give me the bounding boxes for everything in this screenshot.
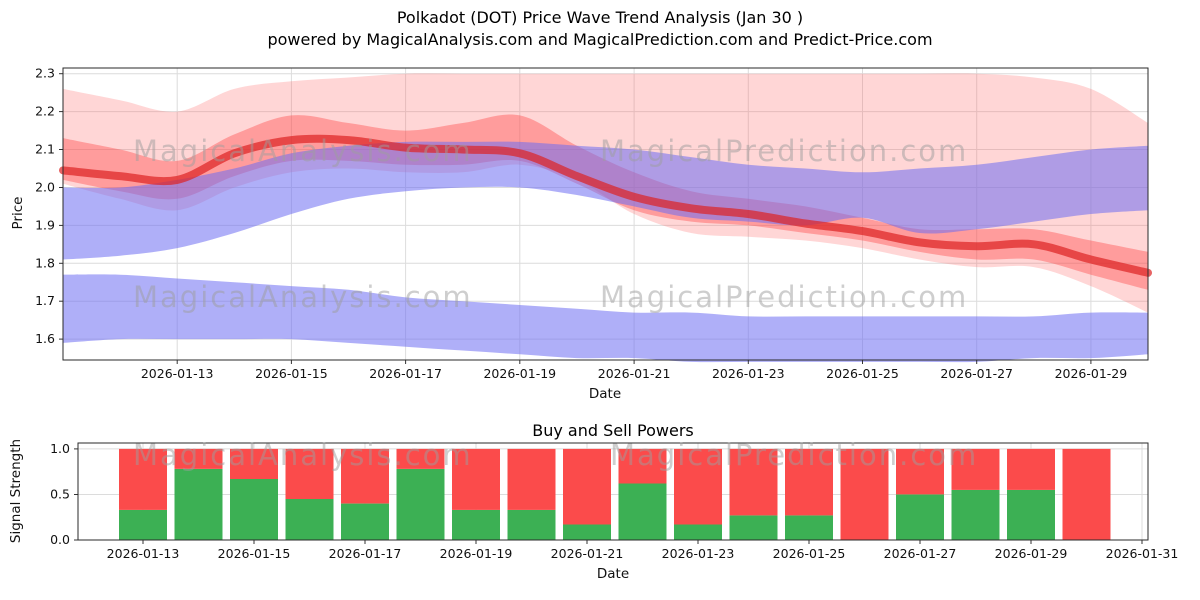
y-tick-label: 1.8 [35,255,55,270]
x-tick-label: 2026-01-13 [107,546,180,561]
y-tick-label: 1.9 [35,217,55,232]
x-tick-label: 2026-01-21 [551,546,624,561]
x-tick-label: 2026-01-25 [773,546,846,561]
bar-sell [674,448,722,525]
x-tick-label: 2026-01-15 [255,366,328,381]
buy-sell-chart-title: Buy and Sell Powers [532,421,694,440]
y-tick-label: 1.7 [35,293,55,308]
bar-buy [174,469,223,540]
price-plot-frame [62,67,1149,361]
price-y-axis-label: Price [10,196,26,230]
bar-buy [452,509,500,540]
x-tick-label: 2026-01-15 [218,546,291,561]
buy-sell-chart: 2026-01-13 2026-01-15 2026-01-17 2026-01-19… [50,441,1178,561]
y-tick-label: 1.0 [50,441,70,456]
bar-sell [618,448,667,484]
y-tick-label: 2.1 [35,142,55,157]
power-x-axis-label: Date [596,566,630,582]
x-tick-label: 2026-01-25 [826,366,899,381]
x-tick-label: 2026-01-23 [712,366,785,381]
x-tick-label: 2026-01-17 [329,546,402,561]
bar-sell [174,448,223,469]
bar-sell [341,448,389,504]
x-tick-label: 2026-01-31 [1106,546,1179,561]
bar-buy [674,524,722,540]
bar-sell [1062,448,1111,540]
bar-buy [563,524,611,540]
x-tick-label: 2026-01-29 [995,546,1068,561]
bar-buy [396,469,445,540]
bar-sell [563,448,611,525]
bar-buy [896,494,944,540]
band-blue-trend-upper [63,141,1148,260]
bar-buy [729,515,778,540]
bar-buy [951,489,1000,540]
bar-sell [896,448,944,495]
x-tick-label: 2026-01-17 [369,366,442,381]
x-tick-label: 2026-01-29 [1055,366,1128,381]
bar-buy [285,499,334,540]
bar-sell [729,448,778,516]
y-tick-label: 2.0 [35,180,55,195]
bar-buy [1007,489,1055,540]
bar-sell [452,448,500,510]
bar-sell [1007,448,1055,490]
price-wave-chart: 2026-01-13 2026-01-15 2026-01-17 2026-01-19… [35,66,1152,381]
bar-buy [119,509,167,540]
bar-sell [285,448,334,499]
line-price-core-trend [59,134,1152,277]
figure-subtitle: powered by MagicalAnalysis.com and Magic… [267,30,933,49]
power-y-axis-label: Signal Strength [8,438,24,544]
price-x-axis-label: Date [588,386,622,402]
bar-buy [341,503,389,540]
bar-sell [951,448,1000,490]
x-tick-label: 2026-01-27 [940,366,1013,381]
bar-buy [785,515,833,540]
y-tick-label: 0.5 [50,487,70,502]
bar-sell [119,448,167,510]
y-tick-label: 0.0 [50,532,70,547]
x-tick-label: 2026-01-23 [662,546,735,561]
band-blue-support-lower [63,274,1148,363]
y-tick-label: 1.6 [35,331,55,346]
bar-buy [230,479,278,540]
bar-sell [785,448,833,516]
x-tick-label: 2026-01-27 [884,546,957,561]
bar-sell [230,448,278,479]
x-tick-label: 2026-01-13 [141,366,214,381]
y-tick-label: 2.2 [35,104,55,119]
x-tick-label: 2026-01-19 [440,546,513,561]
power-plot-frame [77,442,1149,541]
bar-buy [618,483,667,540]
figure-title: Polkadot (DOT) Price Wave Trend Analysis… [396,8,804,27]
x-tick-label: 2026-01-19 [483,366,556,381]
bar-sell [507,448,556,510]
bar-sell [396,448,445,469]
x-tick-label: 2026-01-21 [598,366,671,381]
y-tick-label: 2.3 [35,66,55,81]
bar-buy [507,509,556,540]
bar-sell [840,448,889,540]
